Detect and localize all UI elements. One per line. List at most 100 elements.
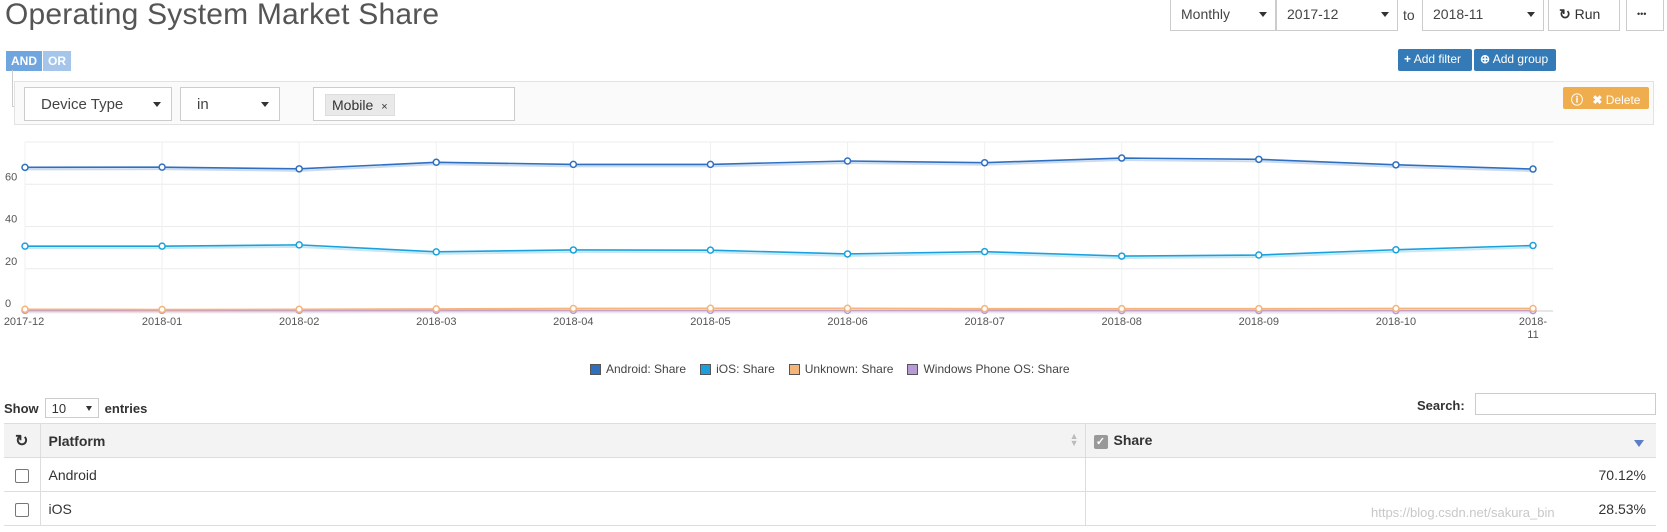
more-button[interactable]: ••• (1626, 0, 1664, 31)
row-checkbox[interactable] (14, 502, 29, 517)
field-value: Device Type (41, 96, 124, 113)
add-group-label: Add group (1492, 52, 1549, 66)
plus-circle-icon: ⊕ (1480, 52, 1491, 66)
data-point (1255, 155, 1263, 164)
x-tick-label: 2018-07 (964, 316, 1004, 328)
data-point (843, 304, 852, 313)
data-point (1392, 161, 1400, 169)
data-point (1529, 304, 1537, 313)
data-point (980, 158, 989, 167)
checkbox-checked-icon[interactable]: ✓ (1093, 434, 1108, 449)
data-point (158, 163, 166, 171)
data-point (1255, 251, 1263, 259)
value-tag: Mobile × (325, 94, 395, 116)
x-tick-label: 2018-08 (1102, 316, 1142, 328)
share-header-label: Share (1113, 432, 1153, 449)
plus-icon: + (1404, 52, 1412, 66)
chevron-down-icon (1527, 12, 1535, 17)
value-tag-input[interactable]: Mobile × (313, 87, 515, 121)
refresh-icon: ↻ (15, 432, 29, 450)
data-point (569, 246, 578, 254)
x-tick-label: 2018-01 (142, 316, 182, 328)
legend-swatch (907, 363, 919, 375)
refresh-icon: ↻ (1559, 6, 1571, 22)
refresh-column-header[interactable]: ↻ (4, 423, 41, 458)
table-header-row: ↻ Platform ▲ ▼ ✓ Share (4, 423, 1656, 458)
tag-remove-icon[interactable]: × (381, 101, 388, 113)
data-point (843, 250, 852, 258)
show-label: Show (4, 400, 39, 416)
legend-item[interactable]: Android: Share (590, 362, 686, 376)
data-point (1529, 165, 1537, 173)
granularity-select[interactable]: Monthly (1170, 0, 1276, 31)
search-input[interactable] (1475, 393, 1656, 415)
data-point (569, 160, 578, 169)
data-point (1117, 304, 1126, 313)
share-column-header[interactable]: ✓ Share (1085, 423, 1656, 458)
add-filter-button[interactable]: + Add filter (1398, 49, 1472, 71)
y-tick-label: 80 (5, 138, 17, 141)
delete-rule-button[interactable]: ⓘ ✖ Delete (1563, 87, 1649, 109)
to-date-select[interactable]: 2018-11 (1422, 0, 1544, 31)
add-filter-label: Add filter (1413, 52, 1462, 66)
watermark: https://blog.csdn.net/sakura_bin (1371, 505, 1555, 520)
platform-header-label: Platform (48, 432, 106, 449)
platform-cell: Android (40, 457, 1086, 492)
chart-legend: Android: Share iOS: Share Unknown: Share Wi… (590, 362, 1084, 376)
data-point (1529, 241, 1537, 250)
data-point (706, 160, 715, 169)
operator-select[interactable]: in (180, 87, 280, 121)
series-line (24, 157, 1534, 170)
y-tick-label: 20 (5, 256, 17, 268)
legend-label: iOS: Share (716, 362, 775, 376)
series-line (24, 307, 1533, 311)
x-tick-label: 2018-09 (1239, 316, 1279, 328)
share-cell: 28.53% (1085, 491, 1656, 526)
data-point (980, 304, 989, 313)
operator-value: in (197, 96, 209, 113)
data-point (21, 305, 29, 314)
legend-item[interactable]: Windows Phone OS: Share (907, 362, 1070, 376)
chevron-down-icon (85, 406, 92, 411)
and-button[interactable]: AND (6, 51, 42, 71)
x-tick-label: 2018-05 (690, 316, 730, 328)
share-cell: 70.12% (1085, 457, 1656, 492)
sort-icon: ▲ ▼ (1069, 431, 1079, 448)
granularity-value: Monthly (1181, 6, 1231, 22)
from-date-select[interactable]: 2017-12 (1276, 0, 1398, 31)
or-button[interactable]: OR (43, 51, 71, 71)
legend-item[interactable]: Unknown: Share (788, 362, 893, 376)
row-checkbox-cell (4, 491, 41, 526)
data-point (1117, 154, 1126, 162)
x-tick-label: 2018-04 (553, 316, 593, 328)
chevron-down-icon (153, 102, 161, 107)
chevron-down-icon (1259, 12, 1267, 17)
data-point (295, 165, 303, 173)
platform-column-header[interactable]: Platform ▲ ▼ (40, 423, 1086, 458)
platform-cell: iOS (40, 491, 1086, 526)
data-point (843, 157, 852, 165)
data-point (706, 246, 715, 254)
data-point (1117, 252, 1126, 260)
run-button[interactable]: ↻ Run (1548, 0, 1620, 31)
row-checkbox-cell (4, 457, 41, 492)
row-checkbox[interactable] (14, 468, 29, 483)
from-date-value: 2017-12 (1287, 6, 1339, 22)
field-select[interactable]: Device Type (24, 87, 172, 121)
page-size-select[interactable]: 10 (44, 398, 99, 418)
legend-swatch (788, 363, 800, 375)
legend-label: Windows Phone OS: Share (923, 362, 1070, 376)
x-tick-label: 2018-06 (827, 316, 867, 328)
legend-item[interactable]: iOS: Share (700, 362, 775, 376)
data-point (158, 242, 166, 250)
x-tick-label: 2018-10 (1376, 316, 1416, 328)
add-group-button[interactable]: ⊕ Add group (1474, 49, 1556, 71)
page-title: Operating System Market Share (5, 0, 440, 31)
chevron-down-icon (1381, 12, 1389, 17)
data-point (158, 305, 166, 314)
x-tick-label: 2017-12 (4, 316, 44, 328)
page-size-control: Show 10 entries (4, 398, 147, 418)
y-tick-label: 40 (5, 214, 17, 226)
data-point (432, 248, 441, 256)
chevron-down-icon (261, 102, 269, 107)
